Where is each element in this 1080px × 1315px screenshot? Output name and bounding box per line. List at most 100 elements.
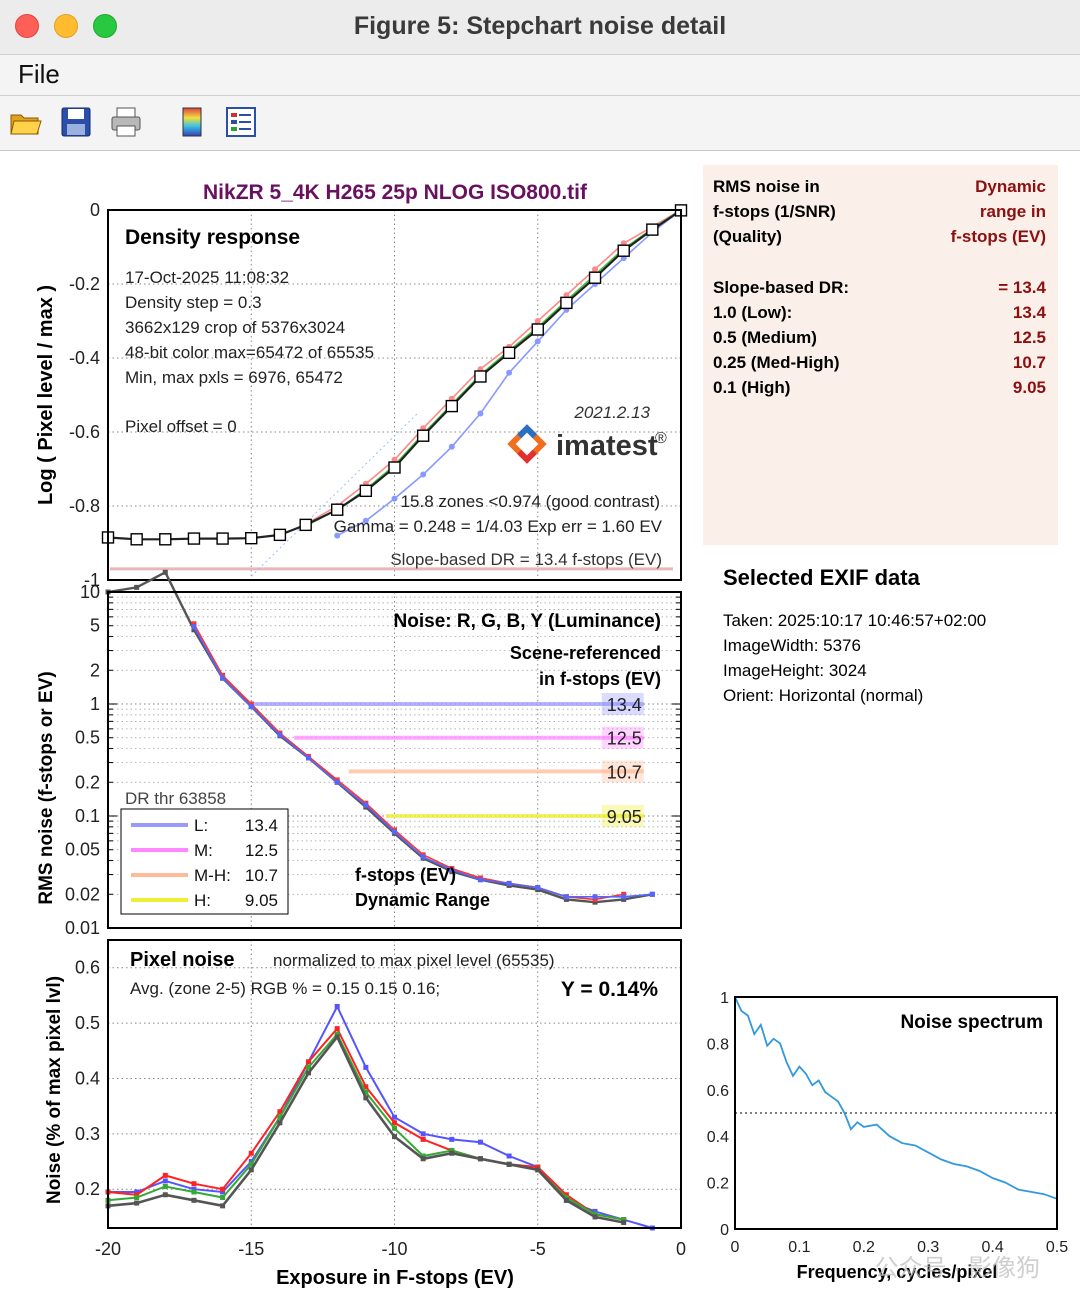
pixel-noise-point <box>563 1192 569 1198</box>
noise-point <box>277 732 283 738</box>
y-tick-label: 0.2 <box>707 1176 729 1193</box>
pixel-noise-point <box>449 1150 455 1156</box>
density-marker <box>331 503 344 516</box>
rms-row-value: = 13.4 <box>998 278 1046 297</box>
pixel-noise-point <box>191 1186 197 1192</box>
zoom-button[interactable] <box>93 14 117 38</box>
pixel-noise-point <box>535 1164 541 1170</box>
noise-legend: L: 13.4 M: 12.5 M-H: 10.7 H: 9.05 <box>120 808 289 915</box>
density-point <box>506 369 513 376</box>
density-marker <box>273 528 287 542</box>
spectrum-ticks: 0 0.2 0.4 0.6 0.8 1 0 0.1 0.2 0.3 0.4 0.5 <box>707 990 1068 1256</box>
print-icon <box>111 107 141 137</box>
pixel-noise-point <box>535 1167 541 1173</box>
pixel-noise-point <box>191 1189 197 1195</box>
density-point <box>334 532 341 539</box>
pixel-noise-grid <box>108 940 681 1228</box>
density-marker <box>359 484 373 498</box>
density-marker <box>416 429 430 442</box>
density-marker <box>388 461 401 474</box>
noise-subtitle-2: in f-stops (EV) <box>539 669 661 689</box>
y-tick-label: 0.2 <box>75 772 100 792</box>
pixel-noise-point <box>277 1120 283 1126</box>
density-point <box>391 495 398 502</box>
y-tick-label: 0.3 <box>75 1124 100 1144</box>
pixel-noise-point <box>392 1114 397 1120</box>
save-button[interactable] <box>59 105 93 139</box>
pixel-noise-point <box>506 1153 512 1159</box>
pixel-noise-point <box>477 1139 483 1145</box>
noise-y-ticks: 10 5 2 1 0.5 0.2 0.1 0.05 0.02 0.01 <box>65 582 100 938</box>
pixel-noise-title: Pixel noise <box>130 949 235 971</box>
pixel-noise-point <box>306 1059 312 1065</box>
pixel-noise-point <box>191 1181 197 1187</box>
legend-value: 9.05 <box>245 891 278 910</box>
rms-row-value: 13.4 <box>1012 303 1046 322</box>
density-ylabel: Log ( Pixel level / max ) <box>35 285 57 505</box>
pixel-noise-point <box>506 1161 512 1167</box>
pixel-noise-point <box>220 1189 226 1195</box>
dr-value-label: 13.4 <box>607 695 642 715</box>
noise-point <box>420 854 426 860</box>
pixel-noise-point <box>277 1109 283 1115</box>
legend-icon <box>226 107 256 137</box>
slope-dr-label: Slope-based DR = 13.4 f-stops (EV) <box>390 550 662 569</box>
menu-file[interactable]: File <box>18 59 60 89</box>
close-button[interactable] <box>15 14 39 38</box>
y-tick-label: 0 <box>90 200 100 220</box>
noise-point <box>592 894 598 900</box>
spectrum-axes-frame <box>734 996 1058 1230</box>
y-tick-label: -1 <box>84 570 100 590</box>
pixel-noise-point <box>449 1136 455 1142</box>
y-tick-label: 0.6 <box>75 958 100 978</box>
rms-row-value: 12.5 <box>1012 328 1046 347</box>
y-tick-label: 2 <box>90 660 100 680</box>
x-tick-label: 0.2 <box>853 1239 875 1256</box>
pixel-noise-point <box>306 1064 312 1070</box>
pixel-noise-point <box>334 1003 340 1009</box>
exif-line: ImageHeight: 3024 <box>723 661 867 680</box>
pixel-noise-point <box>220 1195 226 1201</box>
pixel-noise-point <box>449 1147 455 1153</box>
density-marker <box>560 296 573 310</box>
colorbar-button[interactable] <box>176 105 210 139</box>
window-title: Figure 5: Stepchart noise detail <box>353 12 727 40</box>
y-tick-label: -0.2 <box>69 274 100 294</box>
x-tick-label: 0.5 <box>1046 1239 1068 1256</box>
pixel-noise-point <box>248 1150 254 1156</box>
dr-label-bg <box>601 726 644 749</box>
noise-point <box>134 584 140 590</box>
info-line: Density step = 0.3 <box>125 293 262 312</box>
pixel-noise-point <box>363 1064 369 1070</box>
density-point <box>534 318 541 324</box>
density-info: 17-Oct-2025 11:08:32 Density step = 0.3 … <box>125 268 374 436</box>
pixel-noise-curves <box>105 1003 655 1231</box>
exif-title: Selected EXIF data <box>723 565 920 590</box>
spectrum-curves <box>734 996 1058 1200</box>
legend-label: H: <box>194 891 211 910</box>
open-file-button[interactable] <box>8 105 42 139</box>
noise-point <box>162 569 168 575</box>
pixel-noise-point <box>162 1192 168 1198</box>
pixel-noise-axes-frame <box>107 939 682 1229</box>
legend-value: 10.7 <box>245 866 278 885</box>
pixel-noise-point <box>134 1189 140 1195</box>
legend-label: L: <box>194 816 208 835</box>
minimize-button[interactable] <box>54 14 78 38</box>
avg-rgb-label: Avg. (zone 2-5) RGB % = 0.15 0.15 0.16; <box>130 979 440 998</box>
print-button[interactable] <box>109 105 143 139</box>
legend-button[interactable] <box>224 105 258 139</box>
spectrum-title: Noise spectrum <box>900 1012 1043 1033</box>
exif-line: Taken: 2025:10:17 10:46:57+02:00 <box>723 611 987 630</box>
x-ticks: -20 -15 -10 -5 0 <box>95 1239 686 1259</box>
noise-curves <box>105 569 655 905</box>
imatest-logo: imatest ® <box>507 424 667 464</box>
open-file-icon <box>10 114 42 135</box>
density-point <box>391 456 398 463</box>
pixel-noise-point <box>363 1095 369 1101</box>
x-tick-label: 0.4 <box>981 1239 1003 1256</box>
pixel-noise-point <box>420 1131 426 1137</box>
info-line: Min, max pxls = 6976, 65472 <box>125 368 343 387</box>
pixel-noise-ylabel: Noise (% of max pixel lvl) <box>44 976 65 1204</box>
noise-point <box>477 877 483 883</box>
